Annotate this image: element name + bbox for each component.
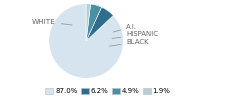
Text: WHITE: WHITE <box>32 19 72 25</box>
Text: BLACK: BLACK <box>109 39 149 46</box>
Wedge shape <box>86 7 113 41</box>
Legend: 87.0%, 6.2%, 4.9%, 1.9%: 87.0%, 6.2%, 4.9%, 1.9% <box>43 85 173 97</box>
Wedge shape <box>49 4 123 78</box>
Wedge shape <box>86 4 102 41</box>
Wedge shape <box>86 4 90 41</box>
Text: HISPANIC: HISPANIC <box>112 31 158 38</box>
Text: A.I.: A.I. <box>113 24 138 32</box>
